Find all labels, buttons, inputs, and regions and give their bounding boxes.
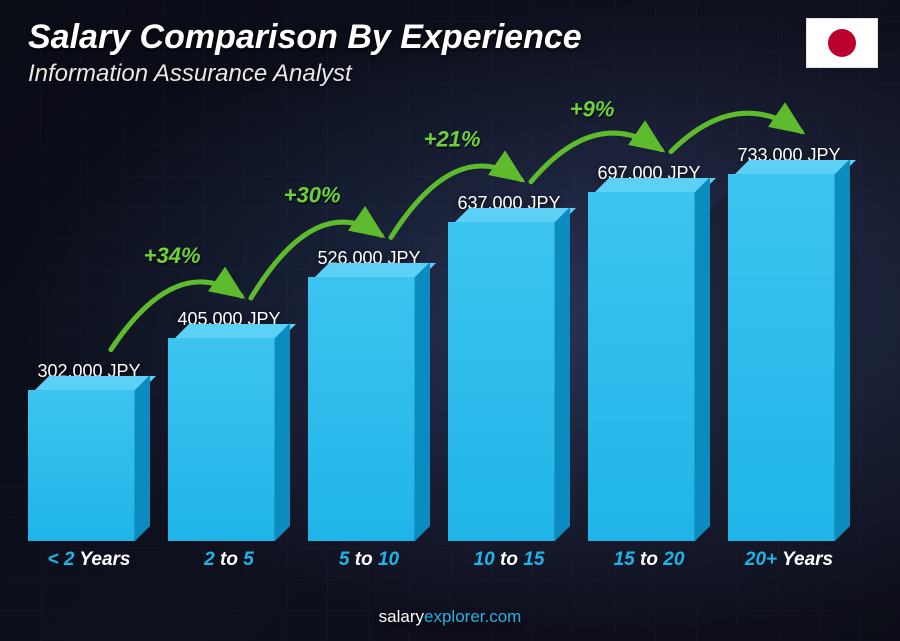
x-label: 15 to 20	[588, 549, 710, 571]
bar-0: 302,000 JPY	[28, 361, 150, 541]
bar-2: 526,000 JPY	[308, 248, 430, 541]
x-label: 2 to 5	[168, 549, 290, 571]
flag-circle-icon	[828, 29, 856, 57]
x-axis-labels: < 2 Years 2 to 5 5 to 10 10 to 15 15 to 20 20…	[28, 549, 850, 571]
bar-3d	[588, 192, 710, 541]
bar-side-face	[275, 323, 290, 541]
bar-front-face	[28, 390, 135, 541]
footer-credit: salaryexplorer.com	[0, 607, 900, 627]
bar-3: 637,000 JPY	[448, 193, 570, 541]
bar-3d	[168, 338, 290, 541]
country-flag-japan	[806, 18, 878, 68]
bar-front-face	[308, 277, 415, 541]
x-label: 20+ Years	[728, 549, 850, 571]
bar-3d	[448, 222, 570, 541]
x-label: 10 to 15	[448, 549, 570, 571]
bar-group: 302,000 JPY405,000 JPY526,000 JPY637,000…	[28, 100, 850, 541]
page-subtitle: Information Assurance Analyst	[28, 60, 352, 88]
bar-side-face	[415, 263, 430, 541]
bar-front-face	[168, 338, 275, 541]
x-label: 5 to 10	[308, 549, 430, 571]
x-label: < 2 Years	[28, 549, 150, 571]
bar-front-face	[448, 222, 555, 541]
bar-1: 405,000 JPY	[168, 309, 290, 541]
bar-front-face	[588, 192, 695, 541]
bar-side-face	[555, 207, 570, 541]
bar-side-face	[835, 159, 850, 541]
chart-area: +34%+34%+30%+30%+21%+21%+9%+9%+5%+5% 302…	[28, 100, 850, 571]
chart-container: Salary Comparison By Experience Informat…	[0, 0, 900, 641]
bar-side-face	[695, 177, 710, 541]
bar-3d	[28, 390, 150, 541]
bar-side-face	[135, 375, 150, 541]
page-title: Salary Comparison By Experience	[28, 18, 582, 57]
bar-3d	[728, 174, 850, 541]
bar-5: 733,000 JPY	[728, 145, 850, 541]
footer-prefix: salary	[379, 607, 424, 626]
footer-suffix: explorer.com	[424, 607, 521, 626]
bar-3d	[308, 277, 430, 541]
bar-4: 697,000 JPY	[588, 163, 710, 541]
bar-front-face	[728, 174, 835, 541]
